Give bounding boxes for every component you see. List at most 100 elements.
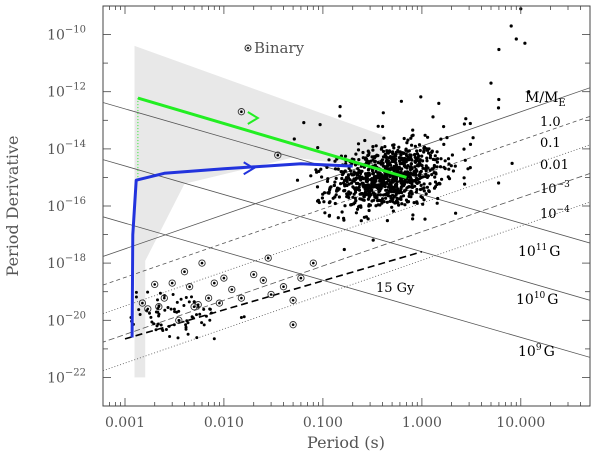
msp-point xyxy=(202,323,206,327)
pulsar-point xyxy=(319,167,323,171)
binary-marker xyxy=(215,299,224,307)
pulsar-point xyxy=(424,192,428,196)
x-tick-label: 0.001 xyxy=(105,415,145,431)
pulsar-point xyxy=(433,185,437,189)
msp-point xyxy=(179,297,183,301)
pulsar-point xyxy=(359,197,363,201)
pulsar-point xyxy=(343,169,347,173)
binary-marker xyxy=(259,276,267,284)
pulsar-point xyxy=(442,142,446,146)
pulsar-point xyxy=(407,173,411,177)
pulsar-point xyxy=(404,198,409,202)
pulsar-point xyxy=(399,153,403,157)
pulsar-point xyxy=(343,184,347,188)
pulsar-point xyxy=(415,149,419,153)
binary-marker xyxy=(190,303,198,311)
pulsar-point xyxy=(309,174,313,178)
pulsar-point xyxy=(354,190,358,194)
pulsar-point xyxy=(412,201,416,205)
binary-marker-dot xyxy=(266,256,270,260)
pulsar-point xyxy=(422,145,427,149)
x-axis-title: Period (s) xyxy=(307,433,385,452)
binary-marker-dot xyxy=(312,261,315,265)
pulsar-point xyxy=(327,214,331,218)
pulsar-point xyxy=(413,165,417,169)
pulsar-point xyxy=(403,203,407,207)
pulsar-point xyxy=(462,147,466,151)
msp-point xyxy=(155,324,159,328)
binary-marker xyxy=(210,279,218,287)
pulsar-point xyxy=(422,198,426,202)
pulsar-point xyxy=(386,159,390,163)
binary-marker xyxy=(144,305,152,313)
x-tick-label: 0.100 xyxy=(303,415,343,431)
pulsar-point xyxy=(338,114,342,118)
pulsar-point xyxy=(438,165,443,169)
msp-point xyxy=(212,337,216,341)
pulsar-point xyxy=(436,196,440,201)
binary-marker-dot xyxy=(230,288,234,291)
pulsar-point xyxy=(451,169,455,173)
pulsar-point xyxy=(407,185,411,189)
mass-label-5-exp: −4 xyxy=(557,205,571,215)
field-label-9-exp: 9 xyxy=(536,343,542,353)
pulsar-point xyxy=(435,201,439,205)
field-label-9-base: 10 xyxy=(518,344,536,360)
msp-point xyxy=(167,324,171,328)
pulsar-point xyxy=(362,195,366,199)
pulsar-point xyxy=(356,142,361,146)
msp-point xyxy=(204,314,208,318)
pulsar-point xyxy=(391,196,395,201)
pulsar-point xyxy=(390,186,395,191)
mass-header-sub: E xyxy=(558,98,565,109)
pulsar-point xyxy=(342,216,346,220)
pulsar-point xyxy=(403,158,407,162)
pulsar-point xyxy=(439,157,443,161)
pulsar-point xyxy=(463,182,467,186)
msp-point xyxy=(149,315,153,319)
pulsar-point xyxy=(381,149,386,153)
pulsar-point xyxy=(422,189,426,193)
pulsar-point xyxy=(342,247,346,252)
mass-header-base: M/M xyxy=(525,90,558,106)
binary-marker xyxy=(168,279,176,287)
mass-label-4: 10−3 xyxy=(540,180,570,197)
pulsar-point xyxy=(367,151,371,155)
pulsar-point xyxy=(385,174,389,178)
pulsar-point xyxy=(431,115,435,119)
pulsar-point xyxy=(386,185,391,189)
pulsar-point xyxy=(421,202,425,206)
binary-marker-dot xyxy=(269,293,273,296)
pulsar-point xyxy=(384,154,388,158)
guide-lines xyxy=(103,87,590,372)
pulsar-point xyxy=(349,172,353,176)
pulsar-point xyxy=(368,185,372,189)
binary-marker xyxy=(180,268,189,276)
pulsar-point xyxy=(373,192,377,196)
pulsar-point xyxy=(402,162,406,166)
legend-binary-dot xyxy=(246,46,250,50)
age-label: 15 Gy xyxy=(376,281,415,296)
magnetar-point xyxy=(489,81,493,85)
pulsar-point xyxy=(385,200,389,204)
pulsar-point xyxy=(411,213,415,217)
msp-point xyxy=(200,321,204,325)
pulsar-point xyxy=(335,186,340,190)
pulsar-point xyxy=(384,196,388,200)
pulsar-point xyxy=(381,124,385,129)
pulsar-point xyxy=(340,176,344,181)
pulsar-point xyxy=(408,153,412,157)
pulsar-point xyxy=(361,181,365,185)
pulsar-point xyxy=(351,195,355,199)
pulsar-point xyxy=(435,160,439,164)
pulsar-point xyxy=(419,183,423,187)
pulsar-point xyxy=(420,154,424,158)
pulsar-point xyxy=(464,117,468,121)
pulsar-point xyxy=(361,192,365,196)
pulsar-point xyxy=(357,188,362,192)
pulsar-point xyxy=(318,123,322,127)
pulsar-point xyxy=(382,136,386,140)
pulsar-point xyxy=(420,164,424,168)
y-tick-label-base: 10 xyxy=(47,199,65,215)
pulsar-point xyxy=(396,148,400,153)
